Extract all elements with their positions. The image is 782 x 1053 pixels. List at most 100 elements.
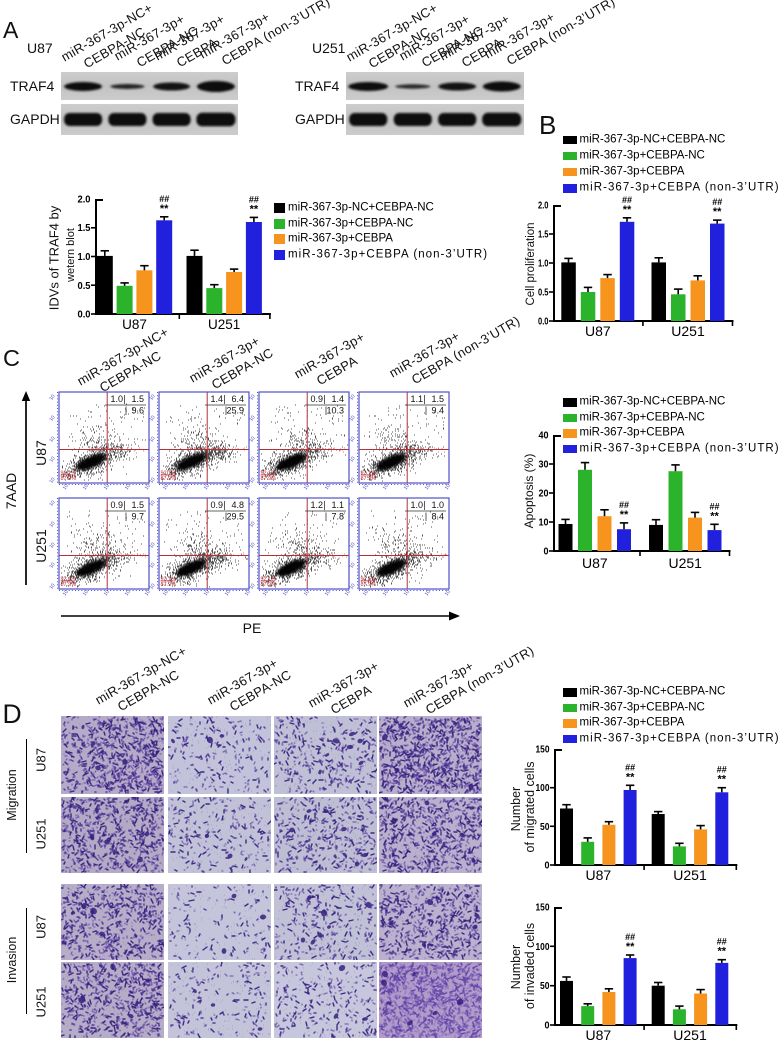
svg-text:**: **	[250, 203, 259, 215]
svg-text:92.1%: 92.1%	[361, 577, 377, 583]
svg-text:92.1%: 92.1%	[161, 577, 177, 583]
svg-text:10: 10	[249, 415, 257, 423]
svg-text:10: 10	[203, 589, 211, 597]
svg-text:10: 10	[149, 500, 157, 508]
svg-text:10: 10	[262, 483, 270, 491]
svg-text:20: 20	[539, 488, 549, 500]
svg-text:10: 10	[349, 436, 357, 444]
svg-text:87.9%: 87.9%	[161, 476, 177, 482]
svg-text:2.0: 2.0	[538, 200, 549, 212]
svg-text:10: 10	[82, 589, 90, 597]
svg-text:##: ##	[717, 765, 727, 775]
svg-text:10: 10	[282, 589, 290, 597]
svg-text:10: 10	[362, 589, 370, 597]
svg-text:1.0: 1.0	[110, 394, 123, 404]
svg-text:87.9%: 87.9%	[161, 582, 177, 588]
svg-text:##: ##	[712, 197, 722, 207]
svg-text:U87: U87	[585, 867, 611, 883]
svg-text:10: 10	[349, 542, 357, 550]
svg-text:150: 150	[536, 744, 550, 756]
svg-text:10: 10	[324, 589, 332, 597]
svg-text:U251: U251	[668, 555, 702, 571]
svg-text:10: 10	[203, 483, 211, 491]
svg-text:1.5: 1.5	[131, 394, 144, 404]
svg-text:10: 10	[349, 477, 357, 485]
svg-text:10: 10	[49, 394, 57, 402]
svg-text:U251: U251	[673, 867, 707, 883]
svg-text:10: 10	[249, 583, 257, 591]
svg-text:1.5: 1.5	[78, 222, 91, 234]
svg-text:10: 10	[539, 517, 549, 529]
svg-text:50: 50	[540, 980, 550, 992]
svg-text:10: 10	[62, 589, 70, 597]
svg-text:9.4: 9.4	[431, 406, 444, 416]
svg-text:10: 10	[149, 562, 157, 570]
svg-text:10: 10	[124, 589, 132, 597]
svg-text:**: **	[626, 771, 635, 783]
svg-text:29.5: 29.5	[226, 512, 244, 522]
svg-text:10: 10	[182, 483, 190, 491]
svg-text:100: 100	[536, 941, 550, 953]
svg-text:10: 10	[144, 483, 152, 491]
svg-text:10: 10	[349, 500, 357, 508]
svg-text:10: 10	[403, 483, 411, 491]
svg-text:10: 10	[362, 483, 370, 491]
svg-text:10: 10	[124, 483, 132, 491]
svg-text:50: 50	[540, 821, 550, 833]
svg-text:10: 10	[149, 521, 157, 529]
svg-text:0.0: 0.0	[538, 316, 549, 328]
svg-text:1.5: 1.5	[131, 500, 144, 510]
svg-text:10: 10	[182, 589, 190, 597]
svg-text:**: **	[620, 509, 629, 521]
svg-text:U251: U251	[671, 323, 705, 339]
svg-text:##: ##	[709, 501, 719, 511]
svg-text:0: 0	[544, 546, 549, 558]
svg-text:2.0: 2.0	[78, 194, 91, 206]
svg-text:8.4: 8.4	[431, 512, 444, 522]
svg-text:1.5: 1.5	[538, 229, 549, 241]
svg-text:10: 10	[49, 415, 57, 423]
svg-text:10: 10	[303, 589, 311, 597]
svg-text:##: ##	[625, 932, 635, 942]
svg-text:10: 10	[62, 483, 70, 491]
svg-text:10: 10	[444, 589, 452, 597]
svg-text:1.1: 1.1	[410, 394, 423, 404]
svg-text:10: 10	[282, 483, 290, 491]
svg-text:10: 10	[324, 483, 332, 491]
svg-text:U251: U251	[208, 317, 240, 332]
svg-text:10: 10	[424, 589, 432, 597]
svg-text:1.2: 1.2	[310, 500, 323, 510]
svg-text:10: 10	[403, 589, 411, 597]
svg-text:10: 10	[249, 500, 257, 508]
svg-text:10: 10	[149, 456, 157, 464]
svg-text:10: 10	[349, 521, 357, 529]
svg-text:U87: U87	[582, 555, 608, 571]
svg-text:10: 10	[382, 483, 390, 491]
svg-text:7.8: 7.8	[331, 512, 344, 522]
svg-text:0.9: 0.9	[310, 394, 323, 404]
svg-text:9.6: 9.6	[131, 406, 144, 416]
svg-text:U87: U87	[585, 323, 611, 339]
svg-text:10: 10	[344, 589, 352, 597]
svg-text:10: 10	[149, 542, 157, 550]
svg-text:87.9%: 87.9%	[61, 476, 77, 482]
svg-text:10: 10	[249, 521, 257, 529]
svg-text:10: 10	[103, 483, 111, 491]
svg-text:10: 10	[249, 456, 257, 464]
svg-text:10: 10	[49, 521, 57, 529]
svg-text:U87: U87	[122, 317, 147, 332]
svg-text:87.9%: 87.9%	[361, 582, 377, 588]
svg-text:87.9%: 87.9%	[61, 582, 77, 588]
svg-text:10: 10	[244, 589, 252, 597]
svg-text:0: 0	[545, 1020, 550, 1032]
svg-text:10: 10	[49, 562, 57, 570]
svg-text:10: 10	[149, 436, 157, 444]
svg-text:##: ##	[249, 194, 259, 204]
svg-text:##: ##	[159, 194, 169, 204]
svg-text:##: ##	[625, 762, 635, 772]
svg-text:10: 10	[49, 542, 57, 550]
svg-text:87.9%: 87.9%	[261, 582, 277, 588]
svg-text:10: 10	[249, 562, 257, 570]
svg-text:10: 10	[49, 436, 57, 444]
svg-text:87.9%: 87.9%	[361, 476, 377, 482]
